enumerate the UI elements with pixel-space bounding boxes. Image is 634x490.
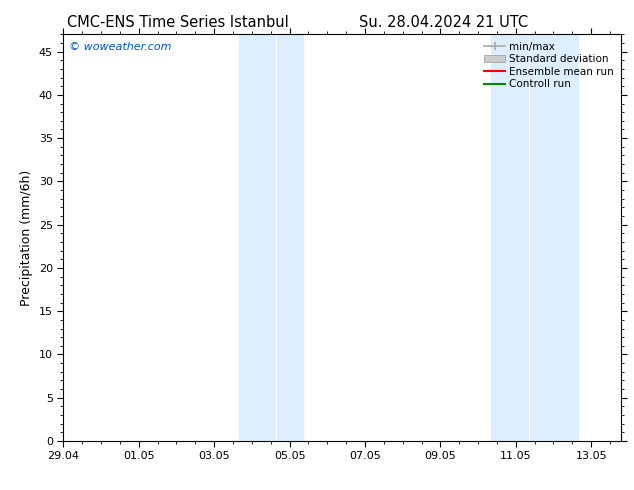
Text: Su. 28.04.2024 21 UTC: Su. 28.04.2024 21 UTC <box>359 15 528 30</box>
Bar <box>238 34 303 441</box>
Legend: min/max, Standard deviation, Ensemble mean run, Controll run: min/max, Standard deviation, Ensemble me… <box>482 40 616 92</box>
Y-axis label: Precipitation (mm/6h): Precipitation (mm/6h) <box>20 170 34 306</box>
Text: CMC-ENS Time Series Istanbul: CMC-ENS Time Series Istanbul <box>67 15 288 30</box>
Bar <box>491 34 578 441</box>
Text: © woweather.com: © woweather.com <box>69 43 171 52</box>
